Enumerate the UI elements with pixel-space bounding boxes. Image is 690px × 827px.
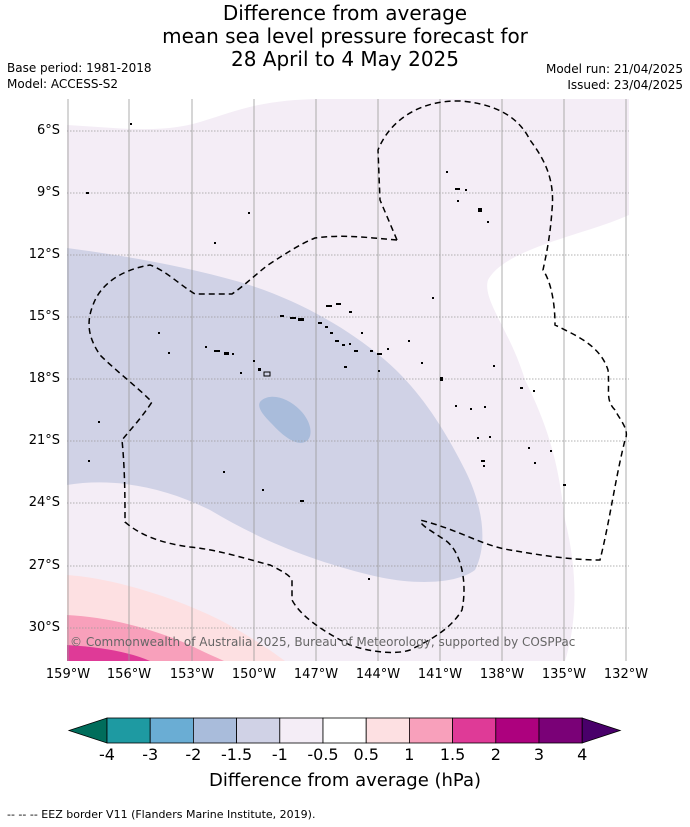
title-line-2: mean sea level pressure forecast for xyxy=(162,24,528,48)
latitude-label: 27°S xyxy=(28,558,60,573)
colorbar-extend-high xyxy=(581,717,622,744)
colorbar-tick-label: -0.5 xyxy=(307,745,339,764)
longitude-label: 132°W xyxy=(603,667,649,682)
base-period: Base period: 1981-2018 xyxy=(7,61,152,75)
latitude-label: 24°S xyxy=(28,495,60,510)
colorbar-tick-label: 3 xyxy=(533,745,545,764)
longitude-label: 135°W xyxy=(541,667,587,682)
colorbar-swatch xyxy=(452,717,497,744)
colorbar-swatch xyxy=(279,717,324,744)
colorbar-extend-low xyxy=(67,717,108,744)
longitude-label: 141°W xyxy=(417,667,463,682)
issued-date: Issued: 23/04/2025 xyxy=(567,78,683,92)
eez-legend-note: -- -- -- EEZ border V11 (Flanders Marine… xyxy=(7,808,316,821)
anomaly-region-minus-1-5 xyxy=(259,396,311,443)
longitude-label: 150°W xyxy=(231,667,277,682)
model-name: Model: ACCESS-S2 xyxy=(7,77,119,91)
eez-border xyxy=(88,100,627,654)
colorbar-tick-label: 0.5 xyxy=(353,745,379,764)
colorbar-swatch xyxy=(192,717,237,744)
islands xyxy=(86,123,566,580)
title-line-1: Difference from average xyxy=(222,1,468,25)
colorbar-tick-label: -4 xyxy=(99,745,115,764)
copyright-notice: © Commonwealth of Australia 2025, Bureau… xyxy=(70,635,576,649)
colorbar-swatch xyxy=(408,717,453,744)
latitude-label: 21°S xyxy=(28,433,60,448)
map-title: Difference from average mean sea level p… xyxy=(0,2,690,71)
title-line-3: 28 April to 4 May 2025 xyxy=(231,47,459,71)
gridlines xyxy=(67,99,629,661)
colorbar-tick-label: -1.5 xyxy=(220,745,253,764)
colorbar-tick-label: -3 xyxy=(142,745,159,764)
latitude-label: 15°S xyxy=(28,309,60,324)
colorbar-title: Difference from average (hPa) xyxy=(208,770,482,791)
colorbar-tick-label: 1 xyxy=(404,745,415,764)
colorbar-swatch xyxy=(106,717,151,744)
meta-right: Model run: 21/04/2025 Issued: 23/04/2025 xyxy=(546,61,683,93)
latitude-label: 30°S xyxy=(28,620,60,635)
latitude-label: 18°S xyxy=(28,371,60,386)
colorbar-swatch xyxy=(322,717,367,744)
longitude-label: 144°W xyxy=(355,667,401,682)
latitude-label: 6°S xyxy=(36,123,60,138)
longitude-label: 153°W xyxy=(169,667,215,682)
colorbar-swatch xyxy=(538,717,583,744)
colorbar-swatch xyxy=(495,717,540,744)
colorbar-swatch xyxy=(149,717,194,744)
colorbar-swatch xyxy=(365,717,410,744)
model-run: Model run: 21/04/2025 xyxy=(545,62,683,76)
latitude-label: 12°S xyxy=(28,247,60,262)
colorbar-tick-label: -1 xyxy=(271,745,288,764)
colorbar-swatch xyxy=(236,717,281,744)
longitude-label: 159°W xyxy=(45,667,91,682)
colorbar-tick-label: -2 xyxy=(185,745,202,764)
colorbar-tick-label: 1.5 xyxy=(439,745,466,764)
colorbar-tick-label: 2 xyxy=(490,745,501,764)
colorbar-tick-label: 4 xyxy=(577,745,588,764)
latitude-label: 9°S xyxy=(36,185,60,200)
longitude-label: 147°W xyxy=(293,667,339,682)
longitude-label: 156°W xyxy=(106,667,152,682)
colorbar xyxy=(67,717,622,744)
longitude-label: 138°W xyxy=(479,667,525,682)
meta-left: Base period: 1981-2018 Model: ACCESS-S2 xyxy=(7,60,152,92)
